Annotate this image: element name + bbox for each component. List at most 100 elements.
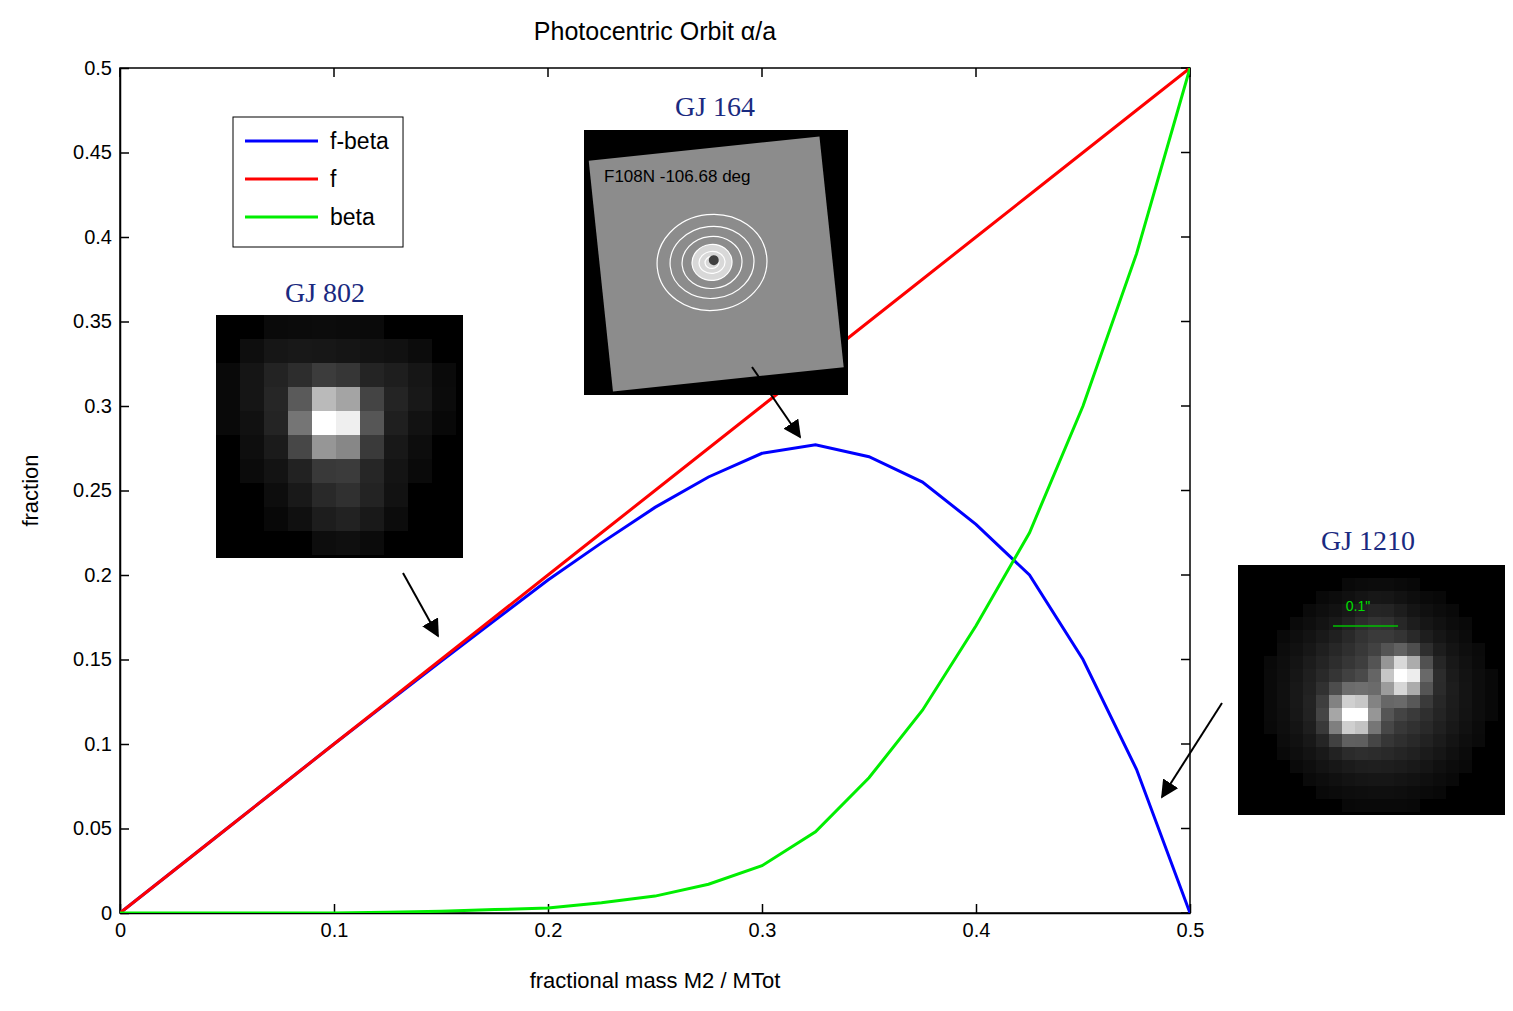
x-tick: 0.4: [963, 904, 991, 941]
inset-gj802-pixel: [288, 339, 312, 363]
inset-gj1210-pixel: [1329, 708, 1342, 721]
inset-gj1210-pixel: [1368, 643, 1381, 656]
inset-gj1210-pixel: [1459, 708, 1472, 721]
inset-gj1210-pixel: [1394, 734, 1407, 747]
inset-gj1210-pixel: [1342, 747, 1355, 760]
inset-gj1210-pixel: [1433, 604, 1446, 617]
x-tick-mark-top: [333, 68, 335, 77]
inset-gj1210-pixel: [1472, 721, 1485, 734]
inset-gj802-pixel: [336, 339, 360, 363]
inset-gj1210-pixel: [1342, 630, 1355, 643]
inset-gj802-pixel: [408, 387, 432, 411]
inset-gj1210-pixel: [1433, 669, 1446, 682]
y-tick-label: 0.4: [84, 226, 112, 248]
y-tick-mark-right: [1181, 490, 1190, 492]
inset-gj1210-pixel: [1342, 643, 1355, 656]
inset-gj1210-pixel: [1342, 617, 1355, 630]
inset-gj1210-pixel: [1342, 721, 1355, 734]
inset-gj1210-pixel: [1381, 799, 1394, 812]
inset-gj1210-pixel: [1329, 760, 1342, 773]
y-tick-label: 0.45: [73, 141, 112, 163]
inset-gj1210-pixel: [1485, 695, 1498, 708]
inset-gj1210-pixel: [1459, 669, 1472, 682]
inset-gj1210-pixel: [1368, 617, 1381, 630]
inset-gj1210-pixel: [1355, 786, 1368, 799]
plot-frame: [120, 68, 1190, 913]
y-tick: 0.5: [84, 57, 129, 79]
inset-gj1210-pixel: [1355, 760, 1368, 773]
y-tick: 0.4: [84, 226, 129, 248]
inset-gj1210-pixel: [1264, 708, 1277, 721]
inset-gj802-pixel: [288, 363, 312, 387]
x-tick-label: 0.5: [1177, 919, 1205, 941]
x-tick: 0.5: [1177, 904, 1205, 941]
y-tick-mark: [120, 152, 129, 154]
inset-gj802-pixel: [336, 531, 360, 555]
inset-gj802-pixel: [264, 315, 288, 339]
inset-gj802-pixel: [264, 363, 288, 387]
inset-gj1210-pixel: [1329, 773, 1342, 786]
inset-gj802-pixel: [264, 507, 288, 531]
inset-gj1210-pixel: [1303, 773, 1316, 786]
y-tick-label: 0.25: [73, 479, 112, 501]
inset-gj1210-pixel: [1446, 734, 1459, 747]
inset-gj1210-pixel: [1355, 643, 1368, 656]
y-tick: 0.45: [73, 141, 129, 163]
inset-gj1210-pixel: [1277, 643, 1290, 656]
inset-gj1210-pixel: [1381, 734, 1394, 747]
inset-text: 0.1": [1346, 598, 1370, 614]
inset-gj1210-pixel: [1420, 721, 1433, 734]
inset-gj164-contour: [704, 256, 719, 269]
inset-gj1210-pixel: [1446, 682, 1459, 695]
inset-gj1210-pixel: [1329, 604, 1342, 617]
inset-gj1210-pixel: [1316, 617, 1329, 630]
inset-gj802-pixel: [360, 531, 384, 555]
inset-gj802-pixel: [360, 459, 384, 483]
inset-gj1210-pixel: [1381, 747, 1394, 760]
inset-gj1210-pixel: [1407, 708, 1420, 721]
inset-gj1210-pixel: [1407, 656, 1420, 669]
inset-gj1210-pixel: [1355, 682, 1368, 695]
inset-gj1210-pixel: [1316, 695, 1329, 708]
inset-gj802-pixel: [384, 339, 408, 363]
x-tick-label: 0.1: [321, 919, 349, 941]
inset-gj1210-pixel: [1394, 669, 1407, 682]
inset-gj1210-pixel: [1381, 591, 1394, 604]
inset-gj1210-pixel: [1381, 656, 1394, 669]
inset-gj1210-pixel: [1355, 669, 1368, 682]
inset-gj1210-pixel: [1420, 773, 1433, 786]
legend-label: beta: [330, 204, 375, 230]
inset-gj1210-pixel: [1355, 721, 1368, 734]
inset-gj1210-pixel: [1420, 617, 1433, 630]
y-tick: 0.3: [84, 395, 129, 417]
y-tick-mark: [120, 490, 129, 492]
legend-box: [233, 117, 403, 247]
insets: GJ 802F108N -106.68 degGJ 1640.1"GJ 1210: [216, 91, 1505, 815]
inset-gj1210-pixel: [1381, 773, 1394, 786]
inset-gj1210-pixel: [1342, 786, 1355, 799]
inset-gj1210-pixel: [1303, 721, 1316, 734]
inset-gj1210-pixel: [1277, 682, 1290, 695]
inset-gj802-pixel: [336, 483, 360, 507]
inset-gj1210-pixel: [1329, 656, 1342, 669]
inset-gj1210-pixel: [1381, 786, 1394, 799]
inset-gj1210-pixel: [1277, 721, 1290, 734]
inset-gj1210-pixel: [1407, 682, 1420, 695]
inset-gj802-pixel: [240, 387, 264, 411]
inset-gj802-pixel: [336, 507, 360, 531]
y-tick-label: 0.05: [73, 817, 112, 839]
inset-gj1210-pixel: [1277, 747, 1290, 760]
inset-gj164-contour: [690, 242, 734, 282]
inset-gj1210-pixel: [1459, 695, 1472, 708]
inset-gj1210-pixel: [1407, 578, 1420, 591]
inset-gj802-pixel: [408, 363, 432, 387]
y-tick-mark-right: [1181, 321, 1190, 323]
inset-gj1210-pixel: [1368, 708, 1381, 721]
y-tick-mark: [120, 68, 129, 70]
inset-gj802-pixel: [288, 315, 312, 339]
inset-gj164-contour: [679, 233, 744, 291]
inset-gj1210-pixel: [1355, 578, 1368, 591]
inset-gj802-pixel: [312, 363, 336, 387]
y-tick-mark-right: [1181, 828, 1190, 830]
inset-gj1210-pixel: [1433, 695, 1446, 708]
